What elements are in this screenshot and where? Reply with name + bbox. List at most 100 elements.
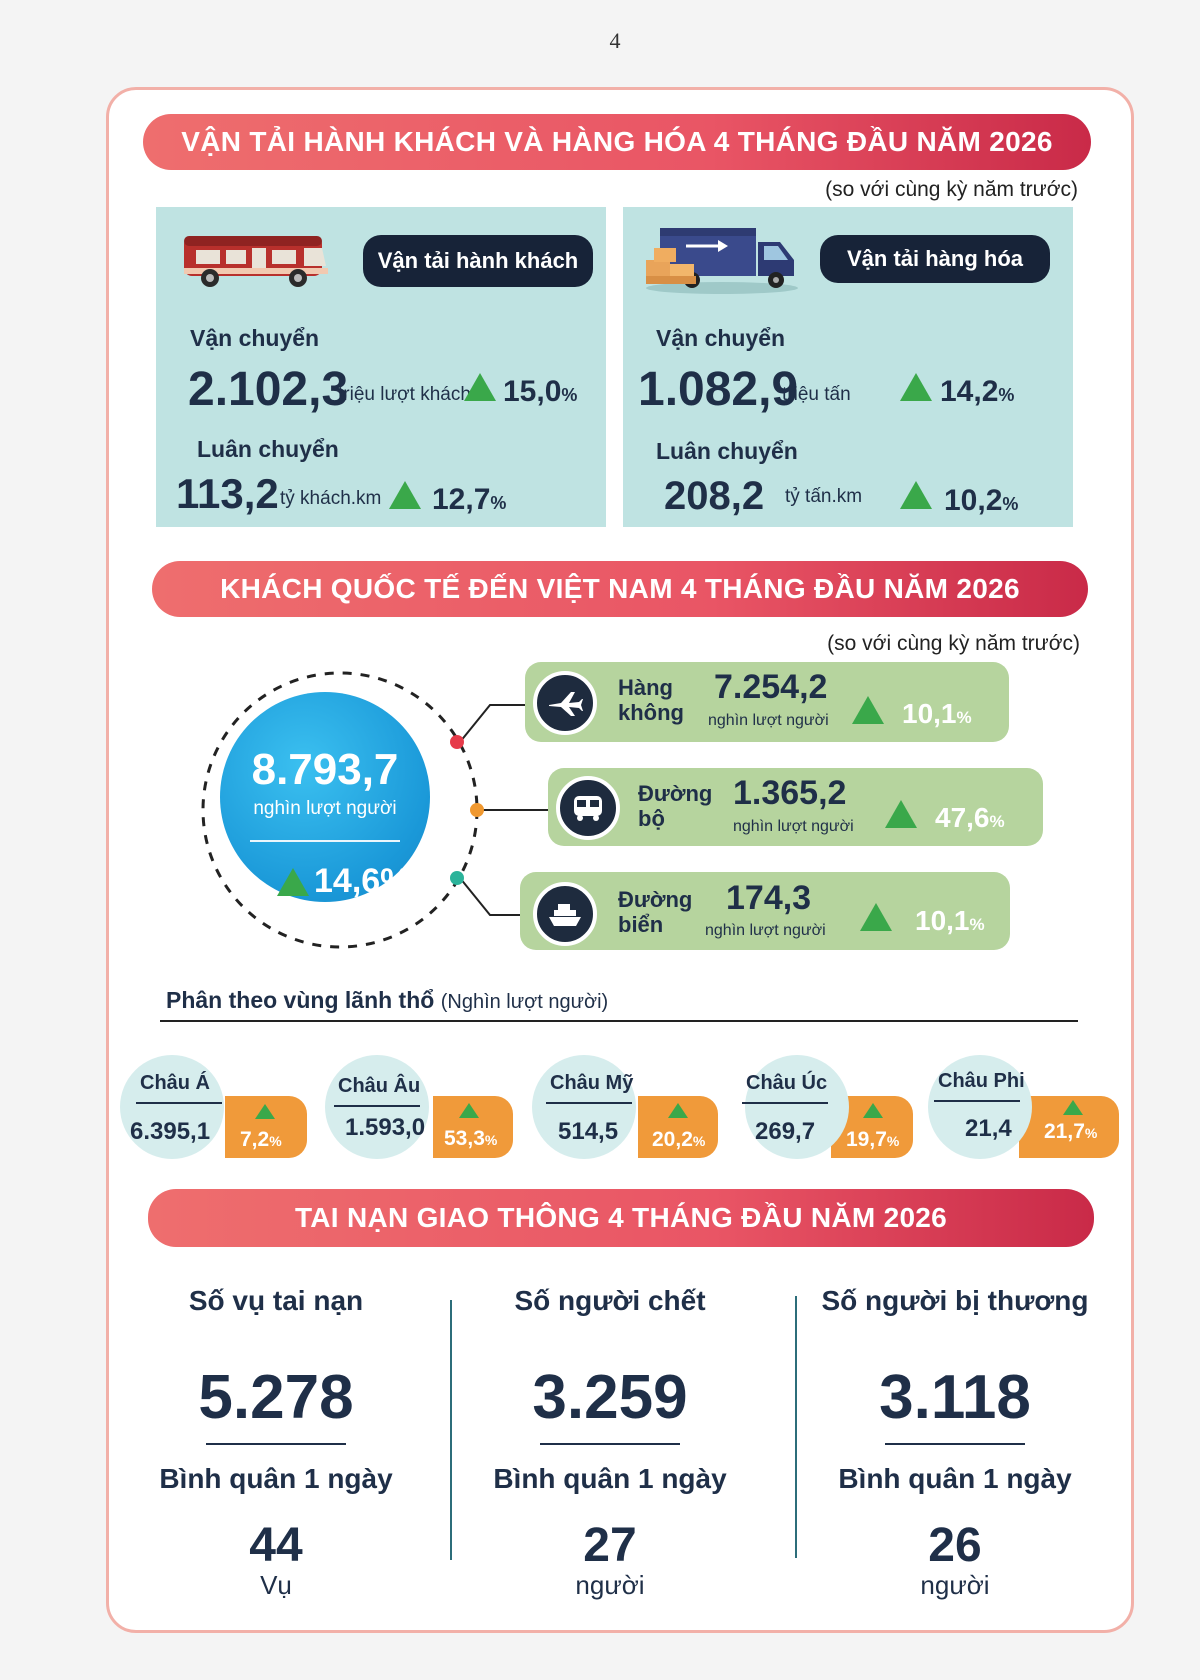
freight-carried-unit: triệu tấn bbox=[782, 384, 851, 405]
passenger-rotation-label: Luân chuyển bbox=[197, 436, 339, 462]
region-heading: Phân theo vùng lãnh thổ (Nghìn lượt ngườ… bbox=[166, 987, 609, 1013]
mode-card-sea bbox=[520, 872, 1010, 950]
freight-rotation-value: 208,2 bbox=[664, 474, 765, 518]
region-value: 269,7 bbox=[755, 1118, 816, 1145]
region-value: 21,4 bbox=[965, 1115, 1012, 1142]
accident-average-unit: người bbox=[575, 1570, 645, 1600]
page-number: 4 bbox=[609, 28, 621, 53]
accidents-title: TAI NẠN GIAO THÔNG 4 THÁNG ĐẦU NĂM 2026 bbox=[294, 1202, 948, 1233]
freight-rotation-up-icon bbox=[900, 481, 932, 509]
mode-card-air bbox=[525, 662, 1009, 742]
visitors-connector-diagram bbox=[201, 671, 552, 949]
accident-total: 3.259 bbox=[532, 1363, 688, 1432]
mode-pct-road: 47,6% bbox=[935, 802, 1005, 833]
mode-pct-air: 10,1% bbox=[902, 698, 972, 729]
visitors-total-value: 8.793,7 bbox=[251, 745, 399, 794]
region-pct: 7,2% bbox=[240, 1128, 282, 1151]
mode-unit-road: nghìn lượt người bbox=[733, 818, 854, 835]
transport-banner: VẬN TẢI HÀNH KHÁCH VÀ HÀNG HÓA 4 THÁNG Đ… bbox=[143, 114, 1091, 170]
region-pct: 20,2% bbox=[652, 1128, 706, 1151]
accident-average-value: 27 bbox=[583, 1519, 637, 1572]
accident-title: Số người chết bbox=[514, 1285, 706, 1316]
mode-unit-air: nghìn lượt người bbox=[708, 712, 829, 729]
accident-average-value: 44 bbox=[249, 1519, 303, 1572]
region-circle bbox=[325, 1055, 429, 1159]
freight-rotation-pct: 10,2% bbox=[944, 484, 1019, 517]
mode-value-sea: 174,3 bbox=[726, 879, 812, 917]
freight-carried-pct: 14,2% bbox=[940, 375, 1015, 408]
transport-title: VẬN TẢI HÀNH KHÁCH VÀ HÀNG HÓA 4 THÁNG Đ… bbox=[181, 126, 1053, 157]
accident-underline bbox=[885, 1443, 1025, 1445]
region-up-icon bbox=[1063, 1100, 1083, 1115]
freight-carried-up-icon bbox=[900, 373, 932, 401]
region-up-icon bbox=[459, 1103, 479, 1118]
visitors-total-pct: 14,6% bbox=[314, 862, 411, 900]
mode-up-icon-air bbox=[852, 696, 884, 724]
dot-air bbox=[450, 735, 464, 749]
connector-air bbox=[457, 704, 530, 743]
region-pct: 21,7% bbox=[1044, 1120, 1098, 1143]
mode-unit-sea: nghìn lượt người bbox=[705, 922, 826, 939]
passenger-bus-icon bbox=[180, 228, 332, 295]
visitors-total-unit: nghìn lượt người bbox=[253, 798, 397, 819]
visitors-note: (so với cùng kỳ năm trước) bbox=[827, 632, 1080, 655]
visitors-total-up-icon bbox=[277, 868, 309, 896]
visitors-title: KHÁCH QUỐC TẾ ĐẾN VIỆT NAM 4 THÁNG ĐẦU N… bbox=[220, 573, 1020, 604]
mode-value-road: 1.365,2 bbox=[733, 774, 847, 812]
passenger-carried-up-icon bbox=[464, 373, 496, 401]
transport-note: (so với cùng kỳ năm trước) bbox=[825, 178, 1078, 201]
accident-average-label: Bình quân 1 ngày bbox=[838, 1463, 1072, 1494]
mode-pct-sea: 10,1% bbox=[915, 905, 985, 936]
region-circle bbox=[745, 1055, 849, 1159]
dot-road bbox=[470, 803, 484, 817]
visitors-banner: KHÁCH QUỐC TẾ ĐẾN VIỆT NAM 4 THÁNG ĐẦU N… bbox=[152, 561, 1088, 617]
passenger-carried-unit: triệu lượt khách bbox=[338, 384, 471, 405]
region-up-icon bbox=[255, 1104, 275, 1119]
region-value: 6.395,1 bbox=[130, 1118, 211, 1145]
region-circle bbox=[120, 1055, 224, 1159]
accident-title: Số vụ tai nạn bbox=[188, 1285, 364, 1316]
region-name-underline bbox=[136, 1102, 222, 1104]
passenger-carried-value: 2.102,3 bbox=[188, 363, 349, 416]
accident-average-label: Bình quân 1 ngày bbox=[159, 1463, 393, 1494]
freight-carried-value: 1.082,9 bbox=[638, 363, 799, 416]
accident-average-value: 26 bbox=[928, 1519, 982, 1572]
freight-label: Vận tải hàng hóa bbox=[846, 246, 1024, 271]
region-name: Châu Úc bbox=[746, 1072, 828, 1094]
region-name: Châu Mỹ bbox=[550, 1072, 634, 1094]
passenger-rotation-unit: tỷ khách.km bbox=[280, 488, 382, 509]
passenger-rotation-up-icon bbox=[389, 481, 421, 509]
region-name-underline bbox=[546, 1102, 632, 1104]
region-heading-rule bbox=[160, 1020, 1078, 1022]
region-up-icon bbox=[863, 1103, 883, 1118]
region-value: 1.593,0 bbox=[345, 1114, 426, 1141]
airplane-icon bbox=[533, 671, 597, 735]
accident-total: 5.278 bbox=[198, 1363, 354, 1432]
region-name: Châu Á bbox=[140, 1072, 210, 1094]
accident-average-unit: người bbox=[920, 1570, 990, 1600]
region-name: Châu Âu bbox=[338, 1075, 421, 1097]
passenger-rotation-value: 113,2 bbox=[176, 470, 279, 517]
dot-sea bbox=[450, 871, 464, 885]
region-value: 514,5 bbox=[558, 1118, 619, 1145]
region-up-icon bbox=[668, 1103, 688, 1118]
passenger-label-pill: Vận tải hành khách bbox=[363, 235, 593, 287]
passenger-carried-pct: 15,0% bbox=[503, 375, 578, 408]
region-name-underline bbox=[934, 1100, 1020, 1102]
region-name-underline bbox=[334, 1105, 420, 1107]
accident-divider-2 bbox=[795, 1296, 797, 1558]
freight-label-pill: Vận tải hàng hóa bbox=[820, 235, 1050, 283]
mode-label-air: Hàng không bbox=[618, 675, 684, 725]
accident-average-label: Bình quân 1 ngày bbox=[493, 1463, 727, 1494]
region-circle bbox=[928, 1055, 1032, 1159]
accident-total: 3.118 bbox=[879, 1363, 1031, 1432]
freight-rotation-label: Luân chuyển bbox=[656, 438, 798, 464]
passenger-label: Vận tải hành khách bbox=[377, 248, 579, 273]
mode-up-icon-road bbox=[885, 800, 917, 828]
freight-carried-label: Vận chuyển bbox=[656, 325, 786, 351]
mode-up-icon-sea bbox=[860, 903, 892, 931]
accident-average-unit: Vụ bbox=[260, 1570, 292, 1600]
accident-divider-1 bbox=[450, 1300, 452, 1560]
region-circle bbox=[532, 1055, 636, 1159]
mode-card-road bbox=[548, 768, 1043, 846]
